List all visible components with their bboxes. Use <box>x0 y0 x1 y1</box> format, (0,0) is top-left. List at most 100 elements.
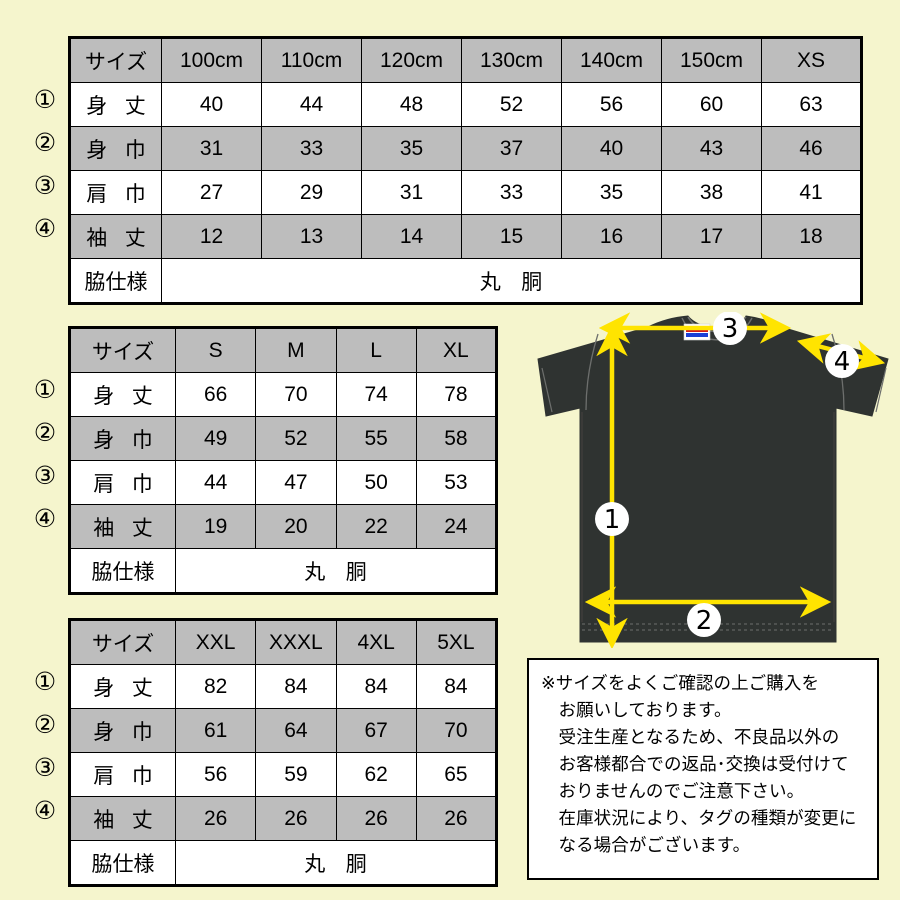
column-header: 5XL <box>415 619 498 665</box>
cell: 33 <box>261 126 362 171</box>
cell: 40 <box>161 82 262 127</box>
cell: 29 <box>261 170 362 215</box>
marker-4-table1: ④ <box>33 214 57 243</box>
cell: 24 <box>415 504 498 549</box>
cell: 52 <box>255 416 337 461</box>
table-row: 袖 丈 12 13 14 15 16 17 18 <box>69 214 862 259</box>
header-size-label: サイズ <box>69 327 176 373</box>
table-row: 肩 巾 56 59 62 65 <box>69 752 498 797</box>
purchase-notice-box: ※サイズをよくご確認の上ご購入を お願いしております。 受注生産となるため、不良… <box>527 658 879 880</box>
marker-4-table3: ④ <box>33 796 57 825</box>
cell: 14 <box>361 214 462 259</box>
table-row-side-spec: 脇仕様 丸 胴 <box>69 258 862 304</box>
column-header: XXXL <box>255 619 337 665</box>
column-header: S <box>174 327 257 373</box>
marker-3-table1: ③ <box>33 171 57 200</box>
cell: 55 <box>335 416 417 461</box>
cell: 63 <box>761 82 862 127</box>
marker-3-table3: ③ <box>33 753 57 782</box>
callout-4: 4 <box>825 344 859 378</box>
side-spec-value: 丸 胴 <box>175 548 497 594</box>
column-header: 150cm <box>661 37 762 83</box>
marker-4-table2: ④ <box>33 504 57 533</box>
table-row-side-spec: 脇仕様 丸 胴 <box>69 840 497 886</box>
column-header: L <box>335 327 417 373</box>
cell: 74 <box>335 372 417 417</box>
cell: 22 <box>335 504 417 549</box>
cell: 20 <box>255 504 337 549</box>
table-row: 肩 巾 44 47 50 53 <box>69 460 498 505</box>
cell: 53 <box>415 460 498 505</box>
table-row: 身 丈 82 84 84 84 <box>69 664 498 709</box>
callout-3: 3 <box>713 312 747 345</box>
cell: 26 <box>415 796 498 841</box>
cell: 19 <box>174 504 257 549</box>
cell: 31 <box>161 126 262 171</box>
table-row: 肩 巾 27 29 31 33 35 38 41 <box>69 170 862 215</box>
tshirt-diagram: 3 4 1 2 <box>536 312 892 648</box>
row-label-body-length: 身 丈 <box>69 664 176 709</box>
row-label-sleeve-length: 袖 丈 <box>69 214 162 259</box>
notice-line: 在庫状況により、タグの種類が変更に <box>558 808 857 828</box>
row-label-side-spec: 脇仕様 <box>69 258 162 304</box>
cell: 70 <box>415 708 498 753</box>
table-row: 身 丈 66 70 74 78 <box>69 372 498 417</box>
cell: 27 <box>161 170 262 215</box>
column-header: XS <box>761 37 862 83</box>
marker-2-table3: ② <box>33 710 57 739</box>
row-label-side-spec: 脇仕様 <box>69 548 176 594</box>
marker-1-table2: ① <box>33 375 57 404</box>
cell: 33 <box>461 170 562 215</box>
cell: 41 <box>761 170 862 215</box>
column-header: M <box>255 327 337 373</box>
cell: 16 <box>561 214 662 259</box>
notice-line: なる場合がございます。 <box>558 835 751 855</box>
cell: 48 <box>361 82 462 127</box>
marker-2-table1: ② <box>33 128 57 157</box>
cell: 37 <box>461 126 562 171</box>
cell: 40 <box>561 126 662 171</box>
notice-line: ※サイズをよくご確認の上ご購入を <box>541 673 820 693</box>
marker-3-table2: ③ <box>33 461 57 490</box>
marker-1-table3: ① <box>33 667 57 696</box>
cell: 46 <box>761 126 862 171</box>
cell: 59 <box>255 752 337 797</box>
cell: 78 <box>415 372 498 417</box>
cell: 56 <box>561 82 662 127</box>
cell: 38 <box>661 170 762 215</box>
notice-line: お願いしております。 <box>558 700 732 720</box>
row-label-shoulder-width: 肩 巾 <box>69 170 162 215</box>
table-row: 身 巾 49 52 55 58 <box>69 416 498 461</box>
cell: 26 <box>174 796 257 841</box>
cell: 26 <box>335 796 417 841</box>
callout-1: 1 <box>595 502 629 536</box>
cell: 58 <box>415 416 498 461</box>
row-label-sleeve-length: 袖 丈 <box>69 504 176 549</box>
column-header: 130cm <box>461 37 562 83</box>
cell: 49 <box>174 416 257 461</box>
cell: 12 <box>161 214 262 259</box>
cell: 13 <box>261 214 362 259</box>
column-header: 110cm <box>261 37 362 83</box>
row-label-side-spec: 脇仕様 <box>69 840 176 886</box>
notice-line: お客様都合での返品･交換は受付けて <box>558 754 849 774</box>
header-size-label: サイズ <box>69 619 176 665</box>
adult-size-table: サイズ S M L XL 身 丈 66 70 74 78 身 巾 49 52 5… <box>68 326 498 595</box>
kids-size-table: サイズ 100cm 110cm 120cm 130cm 140cm 150cm … <box>68 36 863 305</box>
marker-1-table1: ① <box>33 85 57 114</box>
column-header: 120cm <box>361 37 462 83</box>
svg-text:4: 4 <box>834 347 851 377</box>
cell: 44 <box>261 82 362 127</box>
cell: 44 <box>174 460 257 505</box>
row-label-body-width: 身 巾 <box>69 416 176 461</box>
row-label-body-width: 身 巾 <box>69 126 162 171</box>
cell: 67 <box>335 708 417 753</box>
cell: 52 <box>461 82 562 127</box>
table-row: 身 巾 61 64 67 70 <box>69 708 498 753</box>
table-header-row: サイズ S M L XL <box>69 327 498 373</box>
column-header: XL <box>415 327 498 373</box>
side-spec-value: 丸 胴 <box>161 258 862 304</box>
table-row: 身 巾 31 33 35 37 40 43 46 <box>69 126 862 171</box>
notice-line: おりませんのでご注意下さい。 <box>558 781 805 801</box>
